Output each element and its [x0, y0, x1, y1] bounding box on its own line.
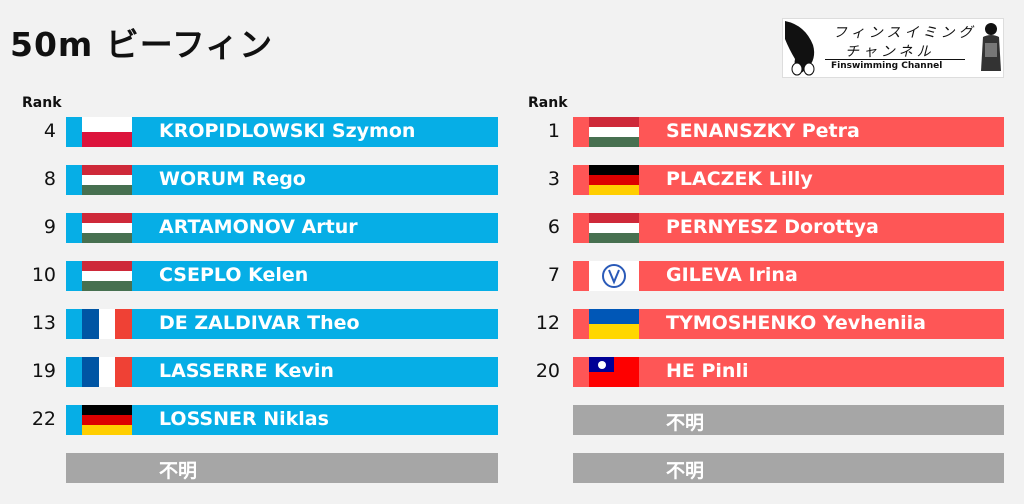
athlete-name: CSEPLO Kelen — [159, 264, 309, 286]
athlete-bar: PERNYESZ Dorottya — [573, 213, 1004, 243]
logo-divider — [825, 59, 965, 60]
athlete-bar: ARTAMONOV Artur — [66, 213, 498, 243]
result-row: 不明 — [0, 453, 500, 483]
rank-header-right: Rank — [528, 95, 568, 111]
athlete-name: LASSERRE Kevin — [159, 360, 334, 382]
rank-number: 6 — [547, 216, 560, 238]
athlete-name: DE ZALDIVAR Theo — [159, 312, 360, 334]
result-row: 13 DE ZALDIVAR Theo — [0, 309, 500, 339]
germany-flag-icon — [82, 405, 132, 435]
athlete-name: HE Pinli — [666, 360, 749, 382]
athlete-name: 不明 — [666, 412, 705, 434]
emblem-flag-icon — [589, 261, 639, 291]
result-row: 22 LOSSNER Niklas — [0, 405, 500, 435]
logo-line3: Finswimming Channel — [831, 61, 943, 71]
germany-flag-icon — [589, 165, 639, 195]
rank-number: 3 — [547, 168, 560, 190]
result-row: 6 PERNYESZ Dorottya — [512, 213, 1012, 243]
rank-number: 22 — [31, 408, 56, 430]
logo-line2: チャンネル — [845, 44, 935, 60]
athlete-name: LOSSNER Niklas — [159, 408, 329, 430]
rank-number: 9 — [43, 216, 56, 238]
page-title: 50m ビーフィン — [10, 25, 274, 64]
rank-number: 19 — [31, 360, 56, 382]
athlete-bar: LASSERRE Kevin — [66, 357, 498, 387]
athlete-bar: HE Pinli — [573, 357, 1004, 387]
rank-number: 12 — [535, 312, 560, 334]
result-row: 7 GILEVA Irina — [512, 261, 1012, 291]
athlete-name: KROPIDLOWSKI Szymon — [159, 120, 416, 142]
athlete-bar: SENANSZKY Petra — [573, 117, 1004, 147]
result-row: 8 WORUM Rego — [0, 165, 500, 195]
ukraine-flag-icon — [589, 309, 639, 339]
rank-number: 13 — [31, 312, 56, 334]
swimmer-silhouette-icon — [785, 21, 815, 76]
result-row: 20 HE Pinli — [512, 357, 1012, 387]
hungary-flag-icon — [82, 261, 132, 291]
result-row: 12 TYMOSHENKO Yevheniia — [512, 309, 1012, 339]
athlete-bar: DE ZALDIVAR Theo — [66, 309, 498, 339]
result-row: 19 LASSERRE Kevin — [0, 357, 500, 387]
rank-number: 20 — [535, 360, 560, 382]
athlete-name: 不明 — [666, 460, 705, 482]
athlete-bar: TYMOSHENKO Yevheniia — [573, 309, 1004, 339]
rank-number: 1 — [547, 120, 560, 142]
rank-header-left: Rank — [22, 95, 62, 111]
rank-number: 8 — [43, 168, 56, 190]
athlete-name: 不明 — [159, 460, 198, 482]
athlete-bar: WORUM Rego — [66, 165, 498, 195]
result-row: 10 CSEPLO Kelen — [0, 261, 500, 291]
hungary-flag-icon — [589, 117, 639, 147]
poland-flag-icon — [82, 117, 132, 147]
france-flag-icon — [82, 357, 132, 387]
result-row: 1 SENANSZKY Petra — [512, 117, 1012, 147]
athlete-name: TYMOSHENKO Yevheniia — [666, 312, 926, 334]
athlete-bar: 不明 — [573, 453, 1004, 483]
athlete-bar: 不明 — [573, 405, 1004, 435]
athlete-name: PERNYESZ Dorottya — [666, 216, 879, 238]
athlete-name: SENANSZKY Petra — [666, 120, 860, 142]
result-row: 不明 — [512, 453, 1012, 483]
athlete-name: WORUM Rego — [159, 168, 306, 190]
athlete-bar: LOSSNER Niklas — [66, 405, 498, 435]
athlete-name: PLACZEK Lilly — [666, 168, 813, 190]
france-flag-icon — [82, 309, 132, 339]
athlete-bar: GILEVA Irina — [573, 261, 1004, 291]
athlete-name: ARTAMONOV Artur — [159, 216, 358, 238]
rank-number: 10 — [31, 264, 56, 286]
hungary-flag-icon — [589, 213, 639, 243]
athlete-bar: KROPIDLOWSKI Szymon — [66, 117, 498, 147]
logo-line1: フィンスイミング — [833, 25, 977, 41]
result-row: 不明 — [512, 405, 1012, 435]
taiwan-flag-icon — [589, 357, 639, 387]
rank-number: 4 — [43, 120, 56, 142]
result-row: 3 PLACZEK Lilly — [512, 165, 1012, 195]
channel-logo: フィンスイミング チャンネル Finswimming Channel — [782, 18, 1004, 78]
hungary-flag-icon — [82, 165, 132, 195]
athlete-bar: PLACZEK Lilly — [573, 165, 1004, 195]
rank-number: 7 — [547, 264, 560, 286]
athlete-name: GILEVA Irina — [666, 264, 798, 286]
hungary-flag-icon — [82, 213, 132, 243]
athlete-bar: 不明 — [66, 453, 498, 483]
result-row: 4 KROPIDLOWSKI Szymon — [0, 117, 500, 147]
diver-silhouette-icon — [981, 23, 1001, 71]
athlete-bar: CSEPLO Kelen — [66, 261, 498, 291]
result-row: 9 ARTAMONOV Artur — [0, 213, 500, 243]
